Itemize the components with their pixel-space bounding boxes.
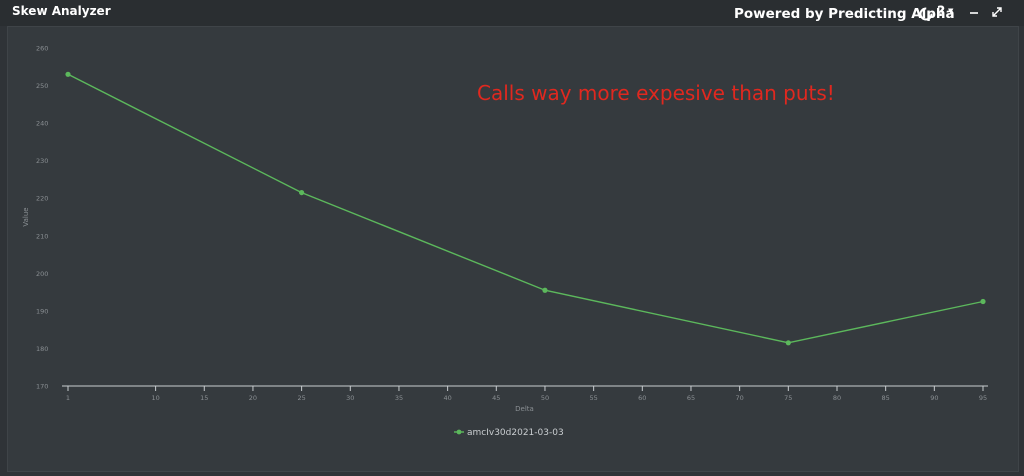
x-axis: 1 10 15 20 25 30 35 40 45 50 55 60 65 70 75 80 85 90 95 Del…	[62, 385, 988, 413]
series-group	[65, 71, 986, 346]
x-tick-label: 95	[979, 394, 987, 402]
legend-label: amcIv30d2021-03-03	[467, 428, 564, 438]
legend[interactable]: amcIv30d2021-03-03	[454, 428, 564, 438]
x-axis-label: Delta	[515, 405, 534, 413]
data-point	[299, 189, 305, 196]
x-tick-label: 50	[541, 394, 549, 402]
y-axis: 170 180 190 200 210 220 230 240 250 260 Value	[22, 45, 48, 391]
y-tick-label: 200	[36, 270, 48, 278]
data-point	[980, 298, 986, 305]
y-tick-label: 220	[36, 195, 48, 203]
y-tick-label: 210	[36, 232, 48, 240]
maximize-icon[interactable]	[991, 6, 1003, 18]
x-tick-label: 20	[249, 394, 257, 402]
data-point	[542, 287, 548, 293]
x-tick-label: 1	[66, 394, 70, 402]
x-tick-label: 90	[930, 394, 938, 402]
x-tick-label: 65	[687, 394, 695, 402]
help-icon[interactable]: ?	[937, 4, 946, 20]
x-tick-label: 60	[638, 394, 646, 402]
chevron-down-icon[interactable]: ▼	[948, 7, 954, 15]
title-bar: Skew Analyzer Powered by Predicting Alph…	[0, 0, 1024, 26]
y-tick-label: 170	[36, 383, 48, 391]
powered-by-label[interactable]: Powered by Predicting Alpha	[734, 6, 955, 22]
data-point	[65, 71, 71, 77]
x-tick-label: 45	[492, 394, 500, 402]
app-title: Skew Analyzer	[12, 4, 111, 18]
y-tick-label: 180	[36, 345, 48, 353]
y-axis-label: Value	[22, 207, 30, 226]
x-tick-label: 30	[346, 394, 354, 402]
chart-panel	[7, 26, 1019, 472]
x-tick-label: 75	[784, 394, 792, 402]
refresh-icon[interactable]	[918, 6, 934, 22]
chart-annotation: Calls way more expesive than puts!	[477, 81, 835, 105]
y-tick-label: 260	[36, 45, 48, 53]
series-line	[67, 73, 984, 344]
x-tick-label: 10	[151, 394, 159, 402]
x-tick-label: 15	[200, 394, 208, 402]
x-tick-label: 70	[736, 394, 744, 402]
y-tick-label: 250	[36, 82, 48, 90]
x-tick-label: 80	[833, 394, 841, 402]
x-tick-label: 85	[882, 394, 890, 402]
y-tick-label: 230	[36, 157, 48, 165]
minimize-icon[interactable]	[968, 5, 980, 19]
x-tick-label: 35	[395, 394, 403, 402]
y-tick-label: 240	[36, 120, 48, 128]
x-tick-label: 40	[443, 394, 451, 402]
data-point	[785, 340, 791, 346]
x-tick-label: 55	[589, 394, 597, 402]
legend-marker	[456, 429, 462, 435]
x-tick-label: 25	[297, 394, 305, 402]
y-tick-label: 190	[36, 307, 48, 315]
